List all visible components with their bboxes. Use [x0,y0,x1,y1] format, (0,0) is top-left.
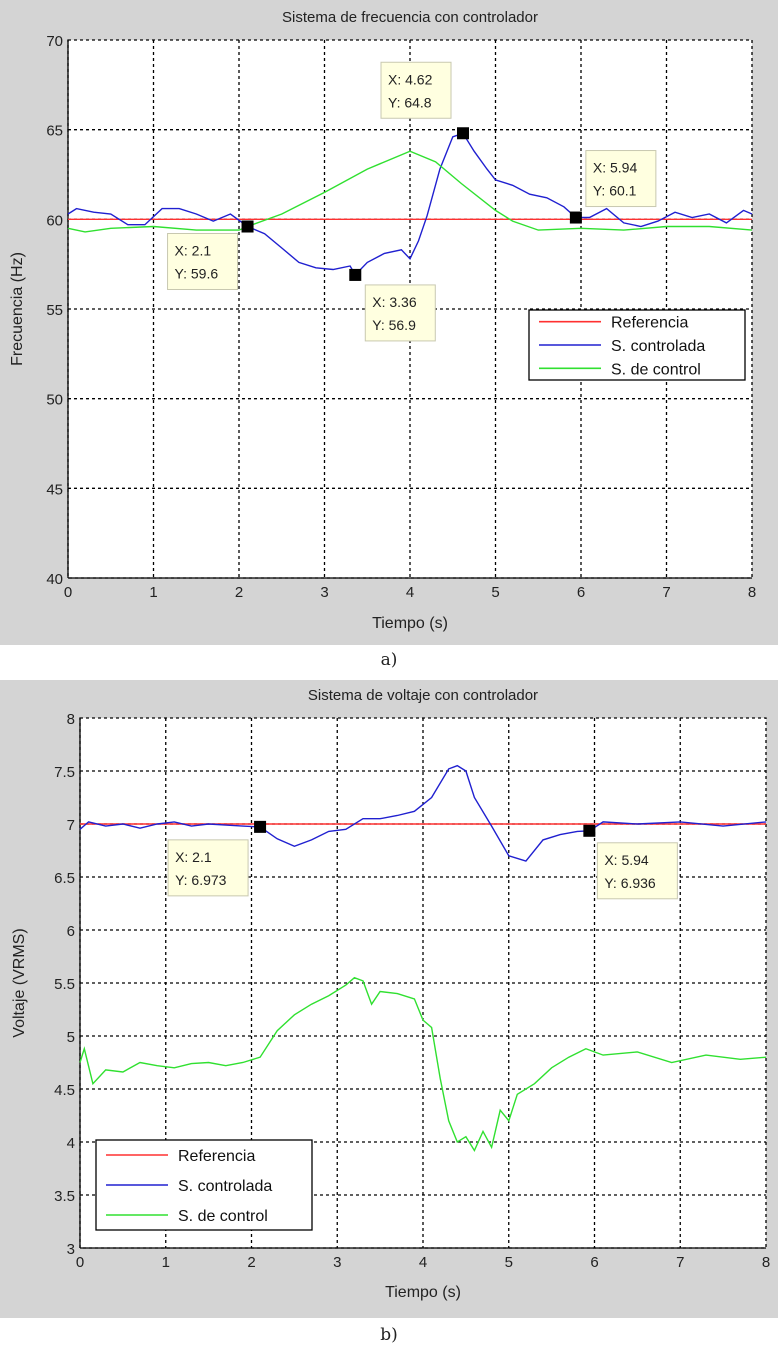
x-tick-label: 4 [406,584,414,601]
datatip-box [364,284,436,342]
y-tick-label: 70 [46,33,63,50]
y-tick-label: 8 [67,711,75,728]
datatip-box [585,150,657,208]
y-tick-label: 6.5 [54,870,75,887]
datatip-x: X: 2.1 [175,849,212,865]
datatip-x: X: 5.94 [604,852,649,868]
datatip-y: Y: 56.9 [372,317,416,333]
datatip-box [167,839,249,897]
x-tick-label: 2 [247,1254,255,1271]
chart-voltaje: 0 1 2 3 4 5 6 7 8 3 3.5 4 4.5 5 5.5 6 6.5 7 7.5 8 X: 2.1 Y: 6… [0,680,778,1345]
datatip-marker[interactable] [241,220,254,233]
datatip-marker[interactable] [349,268,362,281]
series-line-control [79,976,767,1152]
legend-entry: Referencia [178,1148,255,1165]
legend-entry: S. controlada [611,338,705,355]
y-tick-label: 40 [46,571,63,588]
datatip-marker[interactable] [583,824,596,837]
x-tick-label: 7 [676,1254,684,1271]
x-tick-label: 0 [64,584,72,601]
x-tick-label: 6 [577,584,585,601]
x-tick-label: 1 [162,1254,170,1271]
x-axis-label: Tiempo (s) [372,615,448,632]
chart-title: Sistema de frecuencia con controlador [282,9,538,26]
y-tick-label: 55 [46,302,63,319]
x-tick-label: 5 [505,1254,513,1271]
y-tick-label: 4.5 [54,1082,75,1099]
y-tick-label: 7.5 [54,764,75,781]
datatip-x: X: 5.94 [593,160,638,176]
series-line-controlada [79,764,767,862]
datatip-box [596,842,678,900]
x-tick-label: 5 [491,584,499,601]
x-tick-label: 4 [419,1254,427,1271]
x-axis-label: Tiempo (s) [385,1284,461,1301]
legend-entry: S. de control [611,361,701,378]
x-tick-label: 3 [333,1254,341,1271]
datatip-box [380,61,452,119]
y-tick-label: 3 [67,1241,75,1258]
datatip-box [167,233,239,291]
y-tick-label: 5 [67,1029,75,1046]
x-tick-label: 8 [748,584,756,601]
x-tick-label: 3 [320,584,328,601]
subfigure-caption: b) [380,1325,398,1345]
legend-entry: Referencia [611,315,688,332]
datatip-marker[interactable] [569,211,582,224]
datatip-y: Y: 60.1 [593,183,637,199]
x-tick-label: 1 [149,584,157,601]
y-tick-label: 4 [67,1135,75,1152]
y-tick-label: 60 [46,212,63,229]
x-tick-label: 2 [235,584,243,601]
subfigure-caption: a) [381,650,398,670]
y-tick-label: 7 [67,817,75,834]
legend-entry: S. controlada [178,1178,272,1195]
series-line-control [67,150,753,233]
datatip-x: X: 3.36 [372,294,417,310]
y-axis-label: Voltaje (VRMS) [11,928,28,1037]
datatip-y: Y: 6.973 [175,872,227,888]
y-tick-label: 6 [67,923,75,940]
x-tick-label: 6 [590,1254,598,1271]
y-tick-label: 45 [46,481,63,498]
y-axis-label: Frecuencia (Hz) [9,252,26,366]
datatip-y: Y: 6.936 [604,875,656,891]
y-tick-label: 5.5 [54,976,75,993]
datatip-x: X: 2.1 [175,243,212,259]
datatip-marker[interactable] [457,127,470,140]
datatip-marker[interactable] [254,820,267,833]
series-line-controlada [67,132,753,277]
x-tick-label: 8 [762,1254,770,1271]
y-tick-label: 65 [46,123,63,140]
y-tick-label: 50 [46,392,63,409]
datatip-y: Y: 64.8 [388,94,432,110]
datatip-x: X: 4.62 [388,71,433,87]
x-tick-label: 0 [76,1254,84,1271]
legend-entry: S. de control [178,1208,268,1225]
x-tick-label: 7 [662,584,670,601]
y-tick-label: 3.5 [54,1188,75,1205]
datatip-y: Y: 59.6 [175,266,219,282]
chart-title: Sistema de voltaje con controlador [308,687,538,704]
